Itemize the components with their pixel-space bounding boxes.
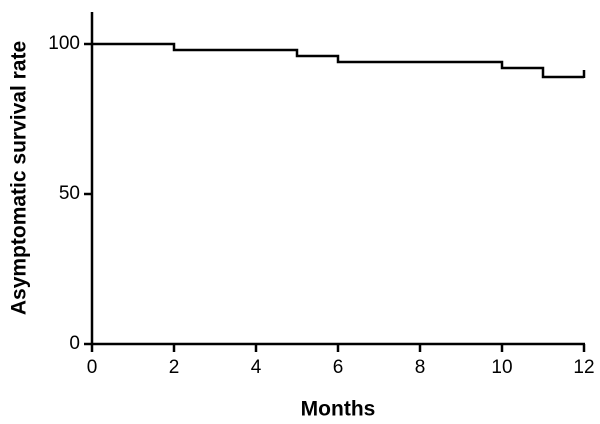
x-axis-label: Months xyxy=(301,398,376,421)
x-tick-label: 12 xyxy=(573,357,594,378)
x-tick-label: 10 xyxy=(491,357,512,378)
y-tick-label: 0 xyxy=(69,333,80,354)
y-axis-label: Asymptomatic survival rate xyxy=(8,41,31,315)
x-tick-label: 8 xyxy=(415,357,426,378)
y-tick-label: 50 xyxy=(59,183,80,204)
x-tick-label: 4 xyxy=(251,357,262,378)
survival-line xyxy=(92,42,584,79)
x-tick-label: 2 xyxy=(169,357,180,378)
y-tick-label: 100 xyxy=(48,33,80,54)
x-tick-label: 6 xyxy=(333,357,344,378)
x-tick-label: 0 xyxy=(87,357,98,378)
